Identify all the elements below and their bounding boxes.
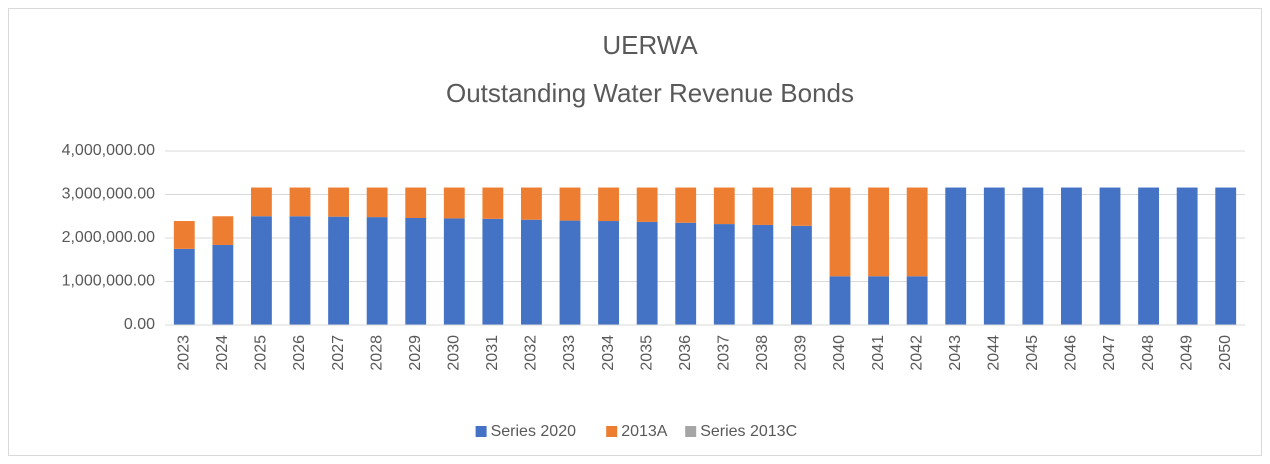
x-tick-label: 2039 [793,335,810,371]
bar-segment [559,220,581,325]
x-tick-label: 2034 [600,335,617,371]
bar-segment [251,216,272,325]
legend-swatch [475,426,487,437]
y-tick-label: 0.00 [124,316,155,333]
y-tick-label: 4,000,000.00 [62,142,156,159]
legend-swatch [606,426,618,437]
bar-segment [868,276,889,325]
x-tick-label: 2037 [716,335,733,371]
bar-segment [713,224,735,325]
bar-segment [289,216,311,325]
x-tick-label: 2023 [176,335,193,371]
bar-segment [868,187,889,277]
bar-segment [173,221,195,249]
y-tick-label: 3,000,000.00 [62,186,156,203]
x-tick-label: 2028 [368,335,385,371]
bar-segment [559,187,581,221]
x-tick-label: 2040 [831,335,848,371]
x-tick-label: 2024 [214,335,231,371]
bar-segment [521,219,542,325]
bar-segment [443,218,465,325]
bar-segment [1061,187,1082,325]
bar-segment [636,221,658,325]
bar-segment [212,244,234,325]
bar-segment [791,187,812,226]
x-tick-label: 2046 [1063,335,1080,371]
x-tick-label: 2050 [1217,335,1234,371]
x-tick-label: 2031 [484,335,501,371]
bar-segment [1022,187,1044,325]
x-tick-label: 2049 [1178,335,1195,371]
x-tick-label: 2025 [253,335,270,371]
bar-segment [752,224,774,325]
bar-segment [443,187,465,219]
x-tick-label: 2044 [986,335,1003,371]
y-tick-label: 2,000,000.00 [62,229,156,246]
x-tick-label: 2041 [870,335,887,371]
bar-segment [366,187,388,218]
bar-segment [482,187,504,219]
x-tick-label: 2047 [1101,335,1118,371]
bar-segment [945,187,967,325]
legend-label: Series 2020 [491,423,576,440]
bar-segment [366,217,388,325]
bar-segment [328,216,349,325]
x-tick-label: 2042 [908,335,925,371]
bar-segment [289,187,311,217]
bar-segment [1215,187,1237,325]
bar-segment [675,222,697,325]
x-tick-label: 2033 [561,335,578,371]
bar-segment [1176,187,1198,325]
x-tick-label: 2027 [330,335,347,371]
x-tick-label: 2035 [638,335,655,371]
legend-label: 2013A [621,423,668,440]
bar-segment [405,217,427,325]
x-tick-label: 2026 [291,335,308,371]
bar-segment [598,187,619,222]
bar-segment [1099,187,1121,325]
bar-segment [1138,187,1159,325]
x-tick-label: 2038 [754,335,771,371]
legend-label: Series 2013C [700,423,797,440]
bar-segment [675,187,697,223]
x-tick-label: 2029 [407,335,424,371]
bar-segment [636,187,658,222]
bar-segment [983,187,1005,325]
bar-segment [598,221,619,325]
bar-segment [713,187,735,225]
bar-segment [405,187,427,218]
bar-segment [251,187,272,217]
x-tick-label: 2036 [677,335,694,371]
bar-segment [752,187,774,225]
bar-segment [829,187,851,277]
legend-swatch [685,426,697,437]
x-tick-label: 2043 [947,335,964,371]
y-tick-label: 1,000,000.00 [62,273,156,290]
x-tick-label: 2032 [523,335,540,371]
bar-segment [791,225,812,325]
chart-title: UERWA [602,30,698,60]
bar-segment [521,187,542,220]
chart-subtitle: Outstanding Water Revenue Bonds [446,78,854,108]
bar-segment [328,187,349,217]
bar-segment [482,218,504,325]
bar-segment [173,248,195,325]
bar-segment [906,187,928,277]
bar-segment [212,216,234,245]
bar-segment [829,276,851,325]
x-tick-label: 2030 [446,335,463,371]
x-tick-label: 2048 [1140,335,1157,371]
x-tick-label: 2045 [1024,335,1041,371]
bar-segment [906,276,928,325]
